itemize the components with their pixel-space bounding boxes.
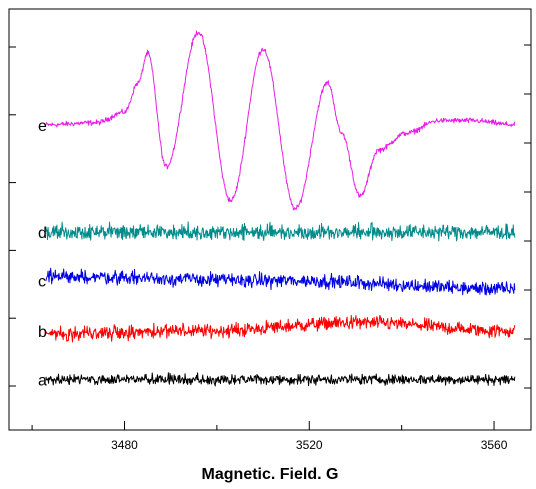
curve-labels: e d c b a — [38, 118, 47, 390]
plot-frame — [8, 8, 532, 431]
traces — [45, 30, 516, 387]
x-axis-title: Magnetic. Field. G — [202, 466, 339, 483]
x-tick-labels: 3480 3520 3560 — [111, 438, 508, 452]
curve-label-a: a — [38, 372, 47, 389]
curve-label-b: b — [38, 324, 47, 341]
curve-label-c: c — [38, 274, 46, 291]
axis-ticks — [9, 44, 531, 430]
curve-label-e: e — [38, 118, 47, 135]
trace-e — [45, 30, 516, 211]
trace-a — [45, 372, 516, 387]
trace-b — [45, 314, 516, 343]
x-tick-label: 3480 — [111, 438, 138, 452]
trace-c — [45, 267, 516, 296]
trace-d — [45, 221, 516, 242]
curve-label-d: d — [38, 225, 47, 242]
x-tick-label: 3520 — [296, 438, 323, 452]
x-tick-label: 3560 — [481, 438, 508, 452]
